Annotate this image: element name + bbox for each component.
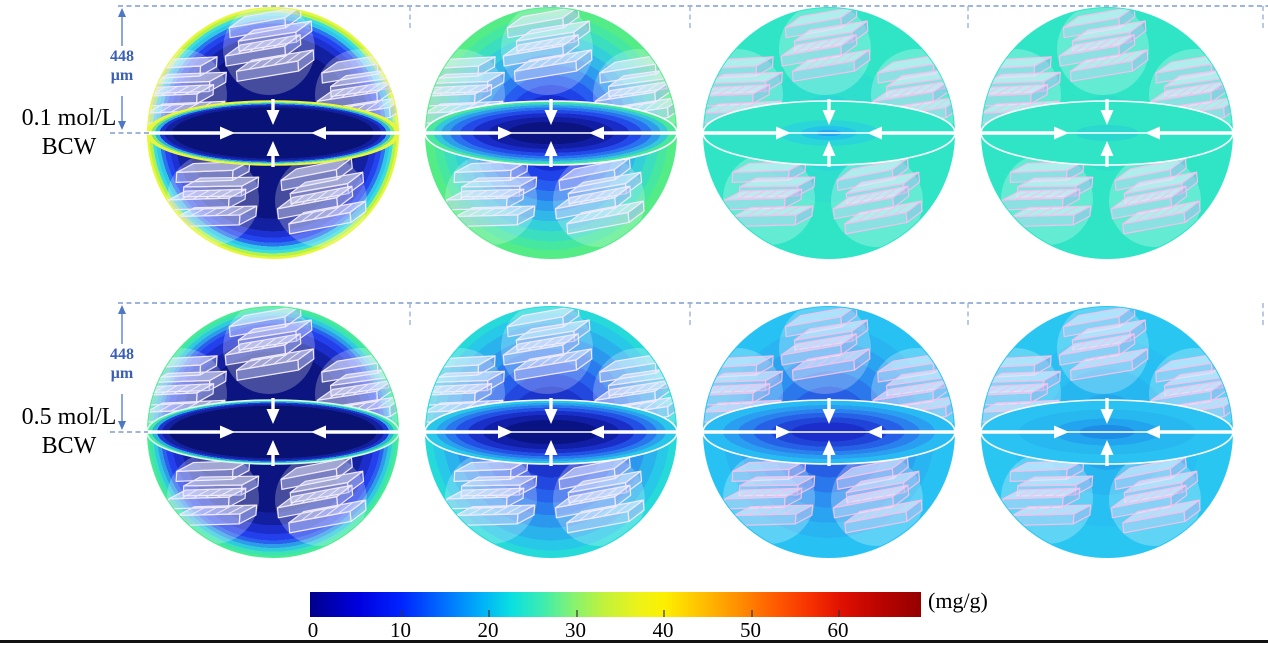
inward-arrow-head xyxy=(776,425,791,439)
slab-stack-icon xyxy=(445,160,538,228)
inward-arrow-head xyxy=(1054,126,1069,140)
slab-stack-icon xyxy=(832,157,923,235)
dimension-annotation-row2: 448 μm xyxy=(92,345,152,383)
inward-arrow-head xyxy=(776,126,791,140)
inward-arrow-head xyxy=(266,409,280,424)
inward-arrow-head xyxy=(311,425,326,439)
inward-arrow-head xyxy=(1100,110,1114,125)
concentration-sphere-r1-4 xyxy=(967,7,1247,259)
slab-stack-icon xyxy=(554,456,645,534)
inward-arrow-head xyxy=(498,425,513,439)
colorbar-gradient xyxy=(310,592,921,617)
inward-arrow-head xyxy=(266,110,280,125)
concentration-sphere-r1-1 xyxy=(133,7,413,259)
inward-arrow-head xyxy=(266,440,280,455)
inward-arrow-head xyxy=(822,409,836,424)
row-label-line2: BCW xyxy=(41,134,97,160)
inward-arrow-head xyxy=(1100,440,1114,455)
row-label-0.5-molL: 0.5 mol/L BCW xyxy=(2,403,136,461)
concentration-sphere-r2-1 xyxy=(133,306,413,558)
concentration-sphere-r2-2 xyxy=(411,306,691,558)
slab-stack-icon xyxy=(723,459,816,527)
dimension-unit: μm xyxy=(110,365,134,382)
slab-stack-icon xyxy=(167,160,260,228)
inward-arrow-head xyxy=(822,141,836,156)
slab-stack-icon xyxy=(445,459,538,527)
inward-arrow-head xyxy=(822,440,836,455)
inward-arrow-head xyxy=(544,110,558,125)
dimension-value: 448 xyxy=(110,48,134,65)
inward-arrow-head xyxy=(220,425,235,439)
colorbar-tick-mark xyxy=(750,610,753,617)
slab-stack-icon xyxy=(1058,8,1149,82)
row-label-line2: BCW xyxy=(41,433,97,459)
slab-stack-icon xyxy=(780,8,871,82)
row-label-line1: 0.5 mol/L xyxy=(21,404,117,430)
slab-stack-icon xyxy=(276,456,367,534)
concentration-sphere-r2-4 xyxy=(967,306,1247,558)
slab-stack-icon xyxy=(554,157,645,235)
colorbar-tick-mark xyxy=(838,610,840,617)
inward-arrow-head xyxy=(311,126,326,140)
dimension-value: 448 xyxy=(110,346,134,363)
colorbar-tick-label: 30 xyxy=(565,618,586,642)
slab-stack-icon xyxy=(723,160,816,228)
colorbar-tick-label: 10 xyxy=(390,618,411,642)
colorbar-tick-mark xyxy=(663,610,665,617)
slab-stack-icon xyxy=(502,8,593,82)
inward-arrow-head xyxy=(1145,126,1160,140)
inward-arrow-head xyxy=(1100,409,1114,424)
slab-stack-icon xyxy=(502,307,593,381)
slab-stack-icon xyxy=(167,459,260,527)
inward-arrow-head xyxy=(544,440,558,455)
colorbar-tick-label: 20 xyxy=(477,618,499,642)
slab-stack-icon xyxy=(276,157,367,235)
colorbar-tick-label: 50 xyxy=(740,618,761,642)
slab-stack-icon xyxy=(1110,157,1201,235)
inward-arrow-head xyxy=(266,141,280,156)
inward-arrow-head xyxy=(544,409,558,424)
dimension-unit: μm xyxy=(110,67,134,84)
inward-arrow-head xyxy=(220,126,235,140)
inward-arrow-head xyxy=(589,126,604,140)
colorbar-tick-labels: 0 10 20 30 40 50 60 xyxy=(307,618,921,644)
colorbar-tick-mark xyxy=(575,610,578,617)
inward-arrow-head xyxy=(589,425,604,439)
colorbar-tick-mark xyxy=(488,610,490,617)
inward-arrow-head xyxy=(544,141,558,156)
concentration-sphere-r2-3 xyxy=(689,306,969,558)
row-label-line1: 0.1 mol/L xyxy=(21,105,117,131)
inward-arrow-head xyxy=(1100,141,1114,156)
concentration-sphere-r1-3 xyxy=(689,7,969,259)
inward-arrow-head xyxy=(822,110,836,125)
colorbar-tick-label: 0 xyxy=(307,618,319,642)
colorbar-tick-label: 60 xyxy=(827,618,849,642)
slab-stack-icon xyxy=(1058,307,1149,381)
slab-stack-icon xyxy=(1001,459,1094,527)
inward-arrow-head xyxy=(1054,425,1069,439)
dimension-annotation-row1: 448 μm xyxy=(92,47,152,85)
slab-stack-icon xyxy=(780,307,871,381)
slab-stack-icon xyxy=(224,8,315,82)
colorbar-tick-mark xyxy=(400,610,403,617)
slab-stack-icon xyxy=(1110,456,1201,534)
slab-stack-icon xyxy=(224,307,315,381)
inward-arrow-head xyxy=(498,126,513,140)
colorbar-unit-label: (mg/g) xyxy=(928,588,988,613)
slab-stack-icon xyxy=(1001,160,1094,228)
bottom-rule xyxy=(0,640,1268,643)
inward-arrow-head xyxy=(867,425,882,439)
inward-arrow-head xyxy=(867,126,882,140)
annotation-layer xyxy=(110,5,1268,433)
colorbar-tick-label: 40 xyxy=(652,618,674,642)
row-label-0.1-molL: 0.1 mol/L BCW xyxy=(2,104,136,162)
inward-arrow-head xyxy=(1145,425,1160,439)
concentration-sphere-r1-2 xyxy=(411,7,691,259)
